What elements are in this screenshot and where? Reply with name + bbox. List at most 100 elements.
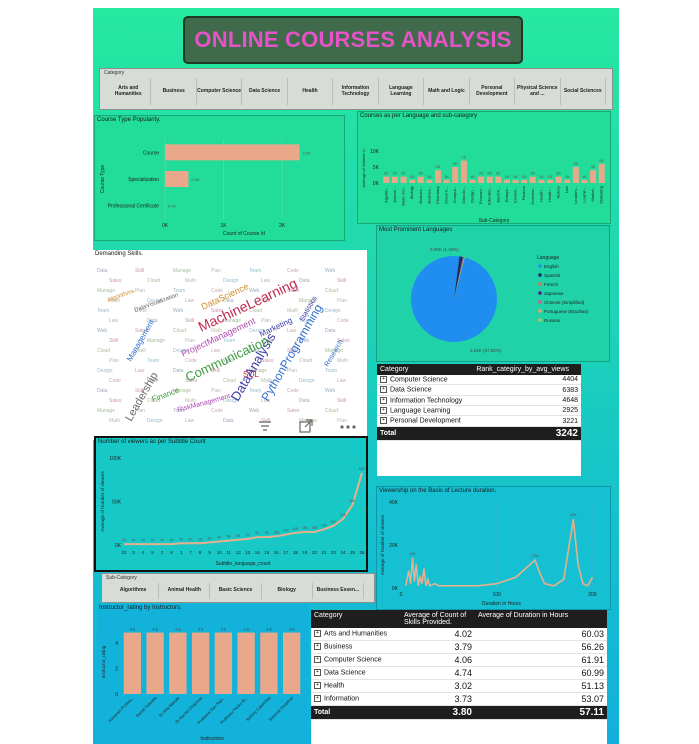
table-row[interactable]: + Information 3.73 53.07 <box>311 692 607 706</box>
bar <box>503 179 510 183</box>
wordcloud-filler-word: Data <box>325 328 336 334</box>
category-slicer-item[interactable]: Arts and Humanities <box>106 78 152 105</box>
x-axis-title: Count of Course Id <box>223 231 265 237</box>
total-skills: 3.80 <box>401 705 475 720</box>
data-label: 5K <box>227 535 232 539</box>
data-label: 15K <box>302 526 309 530</box>
category-slicer-item[interactable]: Computer Science <box>197 78 243 105</box>
data-label: 5K <box>573 161 578 166</box>
bar <box>486 176 493 183</box>
wordcloud-filler-word: Code <box>261 338 273 344</box>
table-row[interactable]: + Data Science 4.74 60.99 <box>311 666 607 680</box>
focus-mode-icon[interactable] <box>298 418 314 434</box>
x-tick-label: 8 <box>199 550 202 555</box>
expand-icon[interactable]: + <box>314 682 321 690</box>
pie-slice <box>454 257 465 299</box>
wordcloud-word: Finance <box>151 385 181 403</box>
y-tick-label: 2 <box>115 666 118 672</box>
subcategory-slicer-item[interactable]: Algorithms <box>108 583 160 599</box>
wordcloud-filler-word: Design <box>223 398 239 404</box>
wordcloud-filler-word: Data <box>97 388 108 394</box>
table-row[interactable]: + Data Science 6383 <box>377 384 581 396</box>
x-tick-label: 0 <box>400 592 403 598</box>
x-tick-label: Busines... <box>426 186 431 204</box>
table-row[interactable]: + Health 3.02 51.13 <box>311 679 607 693</box>
expand-icon[interactable]: + <box>314 656 321 664</box>
data-label: 1K <box>131 538 136 542</box>
expand-icon[interactable]: + <box>380 417 387 425</box>
x-tick-label: 14 <box>255 550 261 555</box>
category-slicer-item[interactable]: Math and Logic <box>424 78 470 105</box>
rank-table: Category Rank_categiry_by_avg_views + Com… <box>377 364 581 476</box>
expand-icon[interactable]: + <box>314 643 321 651</box>
bar <box>478 176 485 183</box>
wordcloud-filler-word: Skill <box>337 398 346 404</box>
data-label: 2.3K <box>303 150 312 155</box>
category-label: Computer Science <box>390 376 448 384</box>
filter-icon[interactable] <box>258 420 272 432</box>
expand-icon[interactable]: + <box>380 407 387 415</box>
wordcloud-filler-word: Design <box>147 418 163 424</box>
expand-icon[interactable]: + <box>380 386 387 394</box>
x-tick-label: 3 <box>132 550 135 555</box>
category-cell: + Computer Science <box>377 375 474 386</box>
x-tick-label: Cloud C... <box>444 186 449 204</box>
x-axis-title: Duration in Hours <box>482 601 521 607</box>
x-tick-label: 18 <box>293 550 299 555</box>
wordcloud-filler-word: Design <box>173 348 189 354</box>
wordcloud-filler-word: Sales <box>261 358 274 364</box>
expand-icon[interactable]: + <box>314 669 321 677</box>
category-slicer-item[interactable]: Health <box>288 78 334 105</box>
table-row[interactable]: + Arts and Humanities 4.02 60.03 <box>311 628 607 641</box>
x-tick-label: 11 <box>226 550 231 555</box>
y-tick-label: 20K <box>389 543 399 549</box>
expand-icon[interactable]: + <box>380 376 387 383</box>
language-subcategory-title: Courses as per Language and sub-category <box>360 113 478 119</box>
data-label: 1K <box>470 174 475 179</box>
table-row[interactable]: + Computer Science 4404 <box>377 375 581 386</box>
subcategory-slicer[interactable]: Sub-Category Algorithms Animal Health Basi… <box>101 573 375 603</box>
data-label: 4K <box>217 536 222 540</box>
subcategory-slicer-item[interactable]: Animal Health <box>159 583 211 599</box>
category-slicer-item[interactable]: Information Technology <box>333 78 379 105</box>
expand-icon[interactable]: + <box>314 630 321 638</box>
wordcloud-filler-word: Manage <box>173 268 191 274</box>
data-label: 7K <box>246 533 251 537</box>
skills-cell: 4.06 <box>401 653 475 667</box>
report-canvas: ONLINE COURSES ANALYSIS Category Arts an… <box>93 8 619 744</box>
pie-slice <box>454 257 465 299</box>
data-label: 18K <box>321 523 328 527</box>
category-slicer-item[interactable]: Business <box>151 78 197 105</box>
x-tick-label: Busines... <box>418 186 423 204</box>
table-row[interactable]: + Information Technology 4648 <box>377 395 581 407</box>
subcategory-slicer-item[interactable]: Basic Science <box>210 583 262 599</box>
subtitle-viewers-panel: Number of viewers as per Subtitle Count … <box>94 436 368 572</box>
x-axis-title: Sub-Category <box>479 218 510 224</box>
expand-icon[interactable]: + <box>380 396 387 404</box>
instructor-rating-title: Instructor_rating by Instructors. <box>99 605 182 611</box>
table-row[interactable]: + Language Learning 2925 <box>377 405 581 417</box>
category-slicer[interactable]: Category Arts and Humanities Business Comp… <box>99 68 613 110</box>
expand-icon[interactable]: + <box>314 695 321 703</box>
bar <box>546 179 554 183</box>
table-row[interactable]: + Business 3.79 56.26 <box>311 640 607 654</box>
table-row[interactable]: + Personal Development 3221 <box>377 415 581 427</box>
subcategory-slicer-item[interactable]: Business Essen... <box>313 583 365 599</box>
category-slicer-item[interactable]: Personal Development <box>470 78 516 105</box>
category-slicer-item[interactable]: Physical Science and ... <box>515 78 561 105</box>
total-label: Total <box>311 705 401 720</box>
x-tick-label: Animal ... <box>392 186 397 203</box>
wordcloud-filler-word: Team <box>97 308 109 314</box>
category-slicer-item[interactable]: Language Learning <box>379 78 425 105</box>
table-row[interactable]: + Computer Science 4.06 61.91 <box>311 653 607 667</box>
category-slicer-item[interactable]: Data Science <box>242 78 288 105</box>
data-label: 6K <box>599 158 604 163</box>
more-options-icon[interactable] <box>339 424 357 430</box>
category-slicer-item[interactable]: Social Sciences <box>561 78 606 105</box>
wordcloud-filler-word: Team <box>299 318 311 324</box>
wordcloud-filler-word: Plan <box>135 288 145 294</box>
x-axis-title: Instructors <box>200 736 224 742</box>
category-cell: + Personal Development <box>377 415 474 427</box>
x-tick-label: Finance <box>521 185 526 200</box>
subcategory-slicer-item[interactable]: Biology <box>262 583 313 599</box>
